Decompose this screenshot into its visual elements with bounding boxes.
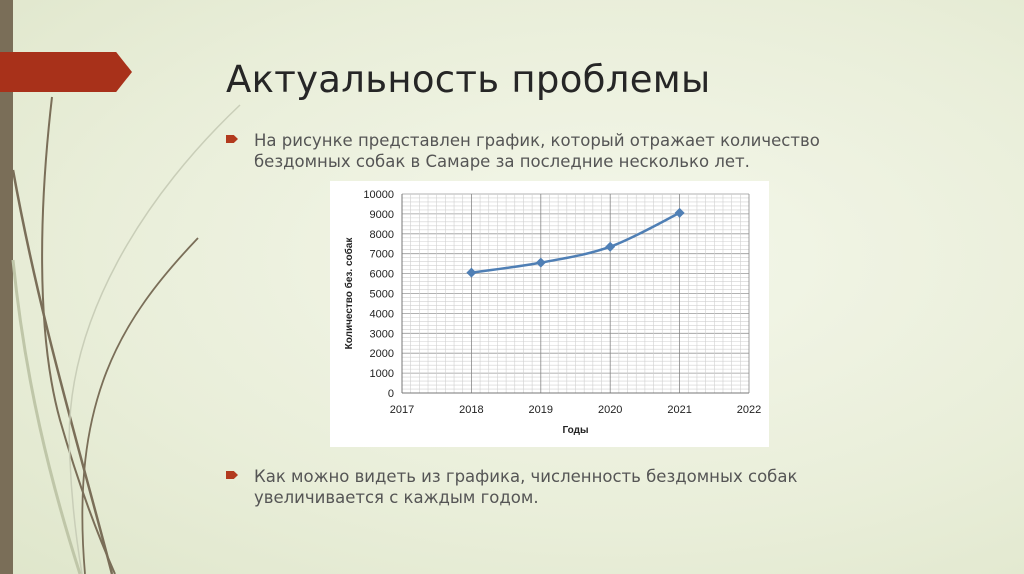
y-tick-label: 4000 <box>370 308 394 320</box>
bullet-text: Как можно видеть из графика, численность… <box>254 467 798 507</box>
y-tick-label: 2000 <box>370 348 394 360</box>
y-tick-label: 7000 <box>370 249 394 261</box>
x-axis-label: Годы <box>562 425 588 436</box>
chart-container: 0 1000 2000 3000 4000 5000 6000 7000 8000 9000 100… <box>330 181 769 447</box>
bullet-arrow-icon <box>226 471 238 479</box>
bullet-arrow-icon <box>226 135 238 143</box>
y-tick-label: 10000 <box>363 189 394 201</box>
x-tick-label: 2019 <box>529 404 553 416</box>
slide-title: Актуальность проблемы <box>226 58 711 101</box>
y-tick-label: 8000 <box>370 229 394 241</box>
y-tick-label: 3000 <box>370 328 394 340</box>
x-tick-label: 2021 <box>667 404 691 416</box>
x-tick-label: 2022 <box>737 404 761 416</box>
decorative-curves <box>11 96 241 574</box>
data-point-marker <box>605 241 616 252</box>
y-tick-label: 9000 <box>370 209 394 221</box>
data-point-marker <box>535 257 546 268</box>
y-tick-label: 5000 <box>370 289 394 301</box>
y-tick-label: 6000 <box>370 269 394 281</box>
line-chart: 0 1000 2000 3000 4000 5000 6000 7000 8000 9000 100… <box>343 189 761 436</box>
series-line <box>471 211 681 274</box>
data-point-marker <box>466 267 477 278</box>
x-tick-label: 2017 <box>390 404 414 416</box>
bullet-2: Как можно видеть из графика, численность… <box>226 466 894 508</box>
x-tick-label: 2020 <box>598 404 622 416</box>
left-sidebar-bar <box>0 0 13 574</box>
y-tick-label: 0 <box>388 388 394 400</box>
y-axis-label: Количество без. собак <box>343 237 355 350</box>
bullet-1: На рисунке представлен график, который о… <box>226 130 894 172</box>
data-point-marker <box>674 207 685 218</box>
title-accent-flag <box>0 52 132 92</box>
y-tick-label: 1000 <box>370 368 394 380</box>
x-tick-label: 2018 <box>459 404 483 416</box>
bullet-text: На рисунке представлен график, который о… <box>254 131 820 171</box>
